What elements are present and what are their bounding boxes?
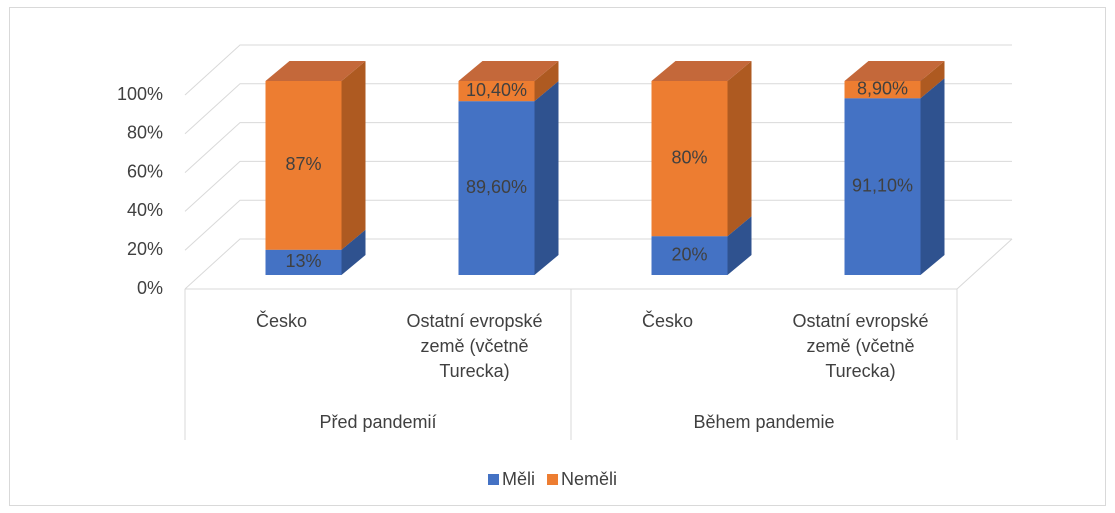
bar-side: [727, 216, 752, 275]
data-label: 80%: [671, 147, 707, 167]
group-label: Před pandemií: [319, 412, 437, 432]
bar-segment: 80%: [651, 61, 752, 237]
group-label: Během pandemie: [693, 412, 835, 432]
data-label: 87%: [285, 154, 321, 174]
data-label: 91,10%: [852, 175, 913, 195]
bar-front: [458, 81, 535, 102]
bar-side: [341, 61, 366, 250]
bar-top: [651, 61, 752, 81]
y-tick-label: 20%: [127, 239, 163, 259]
data-label: 89,60%: [466, 177, 527, 197]
legend-label: Neměli: [561, 469, 617, 489]
bar-side: [920, 78, 945, 276]
bar-front: [458, 101, 535, 276]
data-label: 10,40%: [466, 80, 527, 100]
bar-front: [265, 81, 342, 250]
bar-front: [651, 81, 728, 237]
x-tick-label: Ostatní evropské země (včetně Turecka): [792, 311, 929, 381]
data-label: 20%: [671, 244, 707, 264]
x-tick-label: Česko: [255, 311, 308, 331]
data-label: 13%: [285, 251, 321, 271]
grid-line: [184, 160, 1012, 212]
y-tick-label: 80%: [127, 123, 163, 143]
bar-top: [458, 61, 559, 81]
bar-top: [265, 61, 366, 81]
legend-swatch: [547, 474, 559, 485]
bar-segment: 89,60%: [458, 81, 559, 276]
y-tick-label: 0%: [137, 278, 163, 298]
y-tick-label: 60%: [127, 161, 163, 181]
bar-segment: 8,90%: [844, 61, 945, 99]
y-tick-label: 100%: [117, 84, 163, 104]
legend-label: Měli: [502, 469, 535, 489]
grid-line: [184, 238, 1012, 290]
bar-side: [920, 61, 945, 99]
y-tick-label: 40%: [127, 200, 163, 220]
data-label: 8,90%: [857, 78, 908, 98]
bar-segment: 87%: [265, 61, 366, 250]
bar-side: [534, 61, 559, 102]
grid-line: [184, 122, 1012, 173]
x-tick-label: Česko: [641, 311, 694, 331]
grid-line: [184, 199, 1012, 251]
bar-top: [844, 61, 945, 81]
grid-line: [184, 83, 1012, 135]
bar-segment: 10,40%: [458, 61, 559, 102]
bar-front: [265, 249, 342, 275]
x-tick-label: Ostatní evropské země (včetně Turecka): [406, 311, 543, 381]
bar-side: [341, 229, 366, 275]
bar-segment: 91,10%: [844, 78, 945, 276]
bar-side: [534, 81, 559, 276]
grid-line: [184, 44, 1012, 96]
floor-edge: [956, 238, 1013, 290]
bar-front: [844, 98, 921, 276]
bar-front: [844, 81, 921, 99]
legend-swatch: [488, 474, 499, 485]
bar-side: [727, 61, 752, 237]
bar-front: [651, 236, 728, 275]
